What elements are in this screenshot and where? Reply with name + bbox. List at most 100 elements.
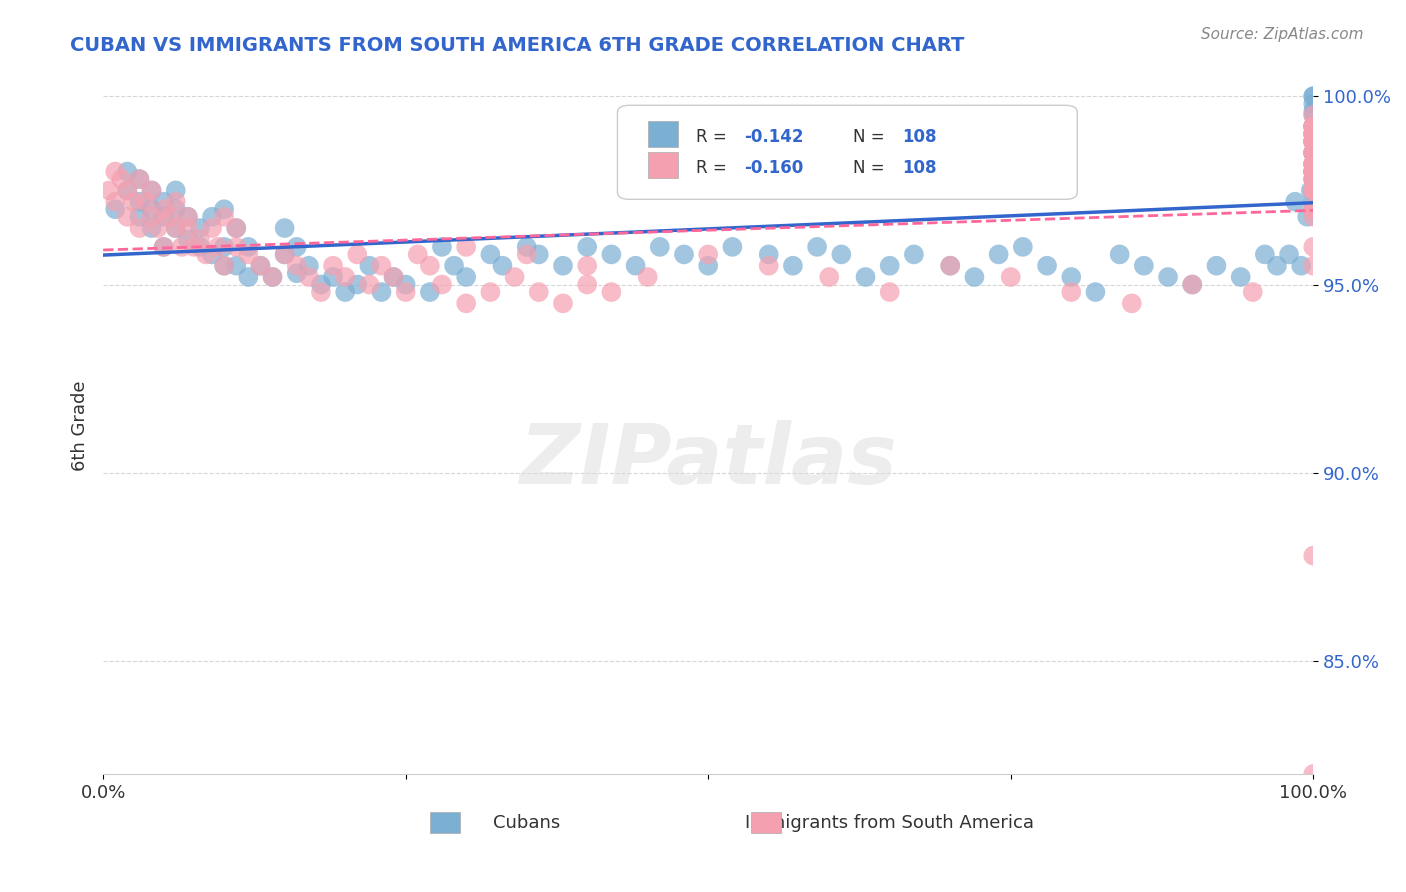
Point [406, 247, 429, 261]
Point [1302, 127, 1324, 141]
Text: Immigrants from South America: Immigrants from South America [745, 814, 1035, 831]
Point [195, 247, 218, 261]
Point [830, 247, 852, 261]
Point [758, 247, 780, 261]
Point [1302, 108, 1324, 122]
Point [346, 277, 368, 292]
Point [177, 232, 200, 246]
Point [1302, 767, 1324, 781]
Point [141, 202, 163, 217]
Point [322, 270, 344, 285]
Point [1302, 202, 1324, 217]
Point [1302, 164, 1324, 178]
Point [672, 247, 695, 261]
Point [1296, 210, 1319, 224]
Point [177, 221, 200, 235]
Point [1302, 135, 1324, 149]
Point [1302, 145, 1324, 160]
Point [1265, 259, 1288, 273]
Point [1302, 89, 1324, 103]
Point [152, 194, 174, 209]
Point [285, 266, 308, 280]
Point [697, 247, 720, 261]
Point [1302, 108, 1324, 122]
Point [1302, 145, 1324, 160]
Point [1302, 120, 1324, 134]
Point [503, 270, 526, 285]
Point [177, 210, 200, 224]
Point [879, 259, 901, 273]
Point [262, 270, 284, 285]
Point [782, 259, 804, 273]
Point [183, 240, 205, 254]
Point [170, 240, 193, 254]
Text: 108: 108 [901, 128, 936, 145]
Point [159, 210, 181, 224]
Point [419, 259, 441, 273]
Point [1302, 183, 1324, 197]
Point [600, 285, 623, 299]
Point [309, 277, 332, 292]
Point [117, 183, 139, 197]
Point [273, 247, 295, 261]
Point [346, 247, 368, 261]
Text: -0.160: -0.160 [745, 159, 804, 177]
Point [262, 270, 284, 285]
Point [1302, 164, 1324, 178]
Point [1302, 202, 1324, 217]
Point [516, 247, 538, 261]
Point [165, 202, 187, 217]
Point [370, 259, 392, 273]
Point [1254, 247, 1277, 261]
Point [382, 270, 405, 285]
Point [249, 259, 271, 273]
Point [963, 270, 986, 285]
Point [249, 259, 271, 273]
Point [1181, 277, 1204, 292]
Point [1157, 270, 1180, 285]
Point [212, 240, 235, 254]
Point [122, 194, 145, 209]
Point [419, 285, 441, 299]
Text: Source: ZipAtlas.com: Source: ZipAtlas.com [1201, 27, 1364, 42]
Point [806, 240, 828, 254]
Text: CUBAN VS IMMIGRANTS FROM SOUTH AMERICA 6TH GRADE CORRELATION CHART: CUBAN VS IMMIGRANTS FROM SOUTH AMERICA 6… [70, 36, 965, 54]
Point [1302, 202, 1324, 217]
Point [1302, 120, 1324, 134]
Point [1302, 127, 1324, 141]
Point [491, 259, 513, 273]
Point [1302, 164, 1324, 178]
Point [285, 240, 308, 254]
FancyBboxPatch shape [648, 121, 678, 147]
Point [188, 221, 211, 235]
Point [165, 221, 187, 235]
Point [1302, 164, 1324, 178]
Point [1302, 183, 1324, 197]
Point [1302, 135, 1324, 149]
Point [1060, 270, 1083, 285]
Point [1278, 247, 1301, 261]
Point [1036, 259, 1059, 273]
Point [128, 210, 150, 224]
Point [1302, 89, 1324, 103]
Point [110, 172, 132, 186]
Point [1302, 172, 1324, 186]
Point [1302, 202, 1324, 217]
Point [1302, 120, 1324, 134]
Point [370, 285, 392, 299]
Point [456, 240, 478, 254]
Point [1302, 157, 1324, 171]
Point [637, 270, 659, 285]
Point [758, 259, 780, 273]
Point [333, 270, 356, 285]
Point [1302, 120, 1324, 134]
Point [527, 247, 550, 261]
Point [333, 285, 356, 299]
Point [1284, 194, 1306, 209]
Point [141, 183, 163, 197]
Point [309, 285, 332, 299]
Point [430, 277, 453, 292]
Point [479, 285, 502, 299]
Point [212, 202, 235, 217]
Point [1133, 259, 1156, 273]
